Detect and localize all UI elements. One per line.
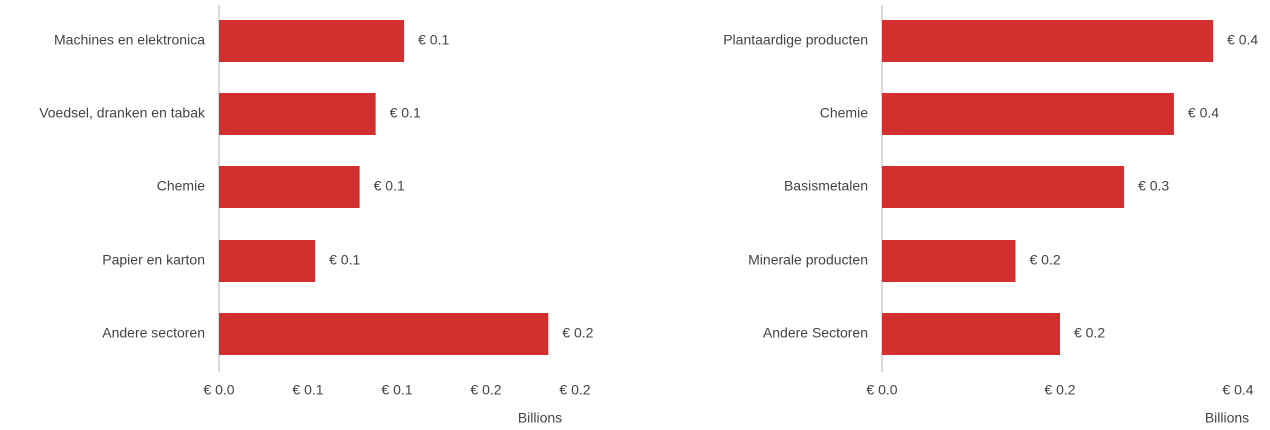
x-tick-label: € 0.2 <box>1044 382 1075 398</box>
x-tick-label: € 0.0 <box>866 382 897 398</box>
x-tick-label: € 0.1 <box>381 382 412 398</box>
x-axis-label: Billions <box>518 410 562 426</box>
data-label: € 0.2 <box>1074 325 1105 341</box>
x-tick-label: € 0.4 <box>1222 382 1253 398</box>
bar <box>219 240 316 282</box>
x-tick-label: € 0.1 <box>292 382 323 398</box>
y-tick-label: Chemie <box>820 105 868 121</box>
x-tick-label: € 0.2 <box>470 382 501 398</box>
bar <box>219 93 376 135</box>
data-label: € 0.4 <box>1188 105 1219 121</box>
x-tick-label: € 0.2 <box>559 382 590 398</box>
y-tick-label: Basismetalen <box>784 178 868 194</box>
y-tick-label: Andere Sectoren <box>763 325 868 341</box>
bar <box>882 166 1125 208</box>
data-label: € 0.1 <box>418 32 449 48</box>
bar <box>882 313 1060 355</box>
bar <box>219 313 549 355</box>
y-tick-label: Voedsel, dranken en tabak <box>39 105 206 121</box>
y-tick-label: Papier en karton <box>102 252 205 268</box>
y-tick-label: Chemie <box>157 178 205 194</box>
y-tick-label: Plantaardige producten <box>723 32 868 48</box>
bar <box>882 240 1016 282</box>
data-label: € 0.1 <box>374 178 405 194</box>
y-tick-label: Andere sectoren <box>102 325 205 341</box>
y-tick-label: Minerale producten <box>748 252 868 268</box>
x-tick-label: € 0.0 <box>203 382 234 398</box>
data-label: € 0.1 <box>390 105 421 121</box>
bar <box>219 20 405 62</box>
data-label: € 0.1 <box>329 252 360 268</box>
bar <box>882 93 1174 135</box>
data-label: € 0.2 <box>1030 252 1061 268</box>
data-label: € 0.4 <box>1227 32 1258 48</box>
y-tick-label: Machines en elektronica <box>54 32 205 48</box>
data-label: € 0.3 <box>1138 178 1169 194</box>
x-axis-label: Billions <box>1205 410 1249 426</box>
bar <box>882 20 1214 62</box>
bar <box>219 166 360 208</box>
data-label: € 0.2 <box>562 325 593 341</box>
